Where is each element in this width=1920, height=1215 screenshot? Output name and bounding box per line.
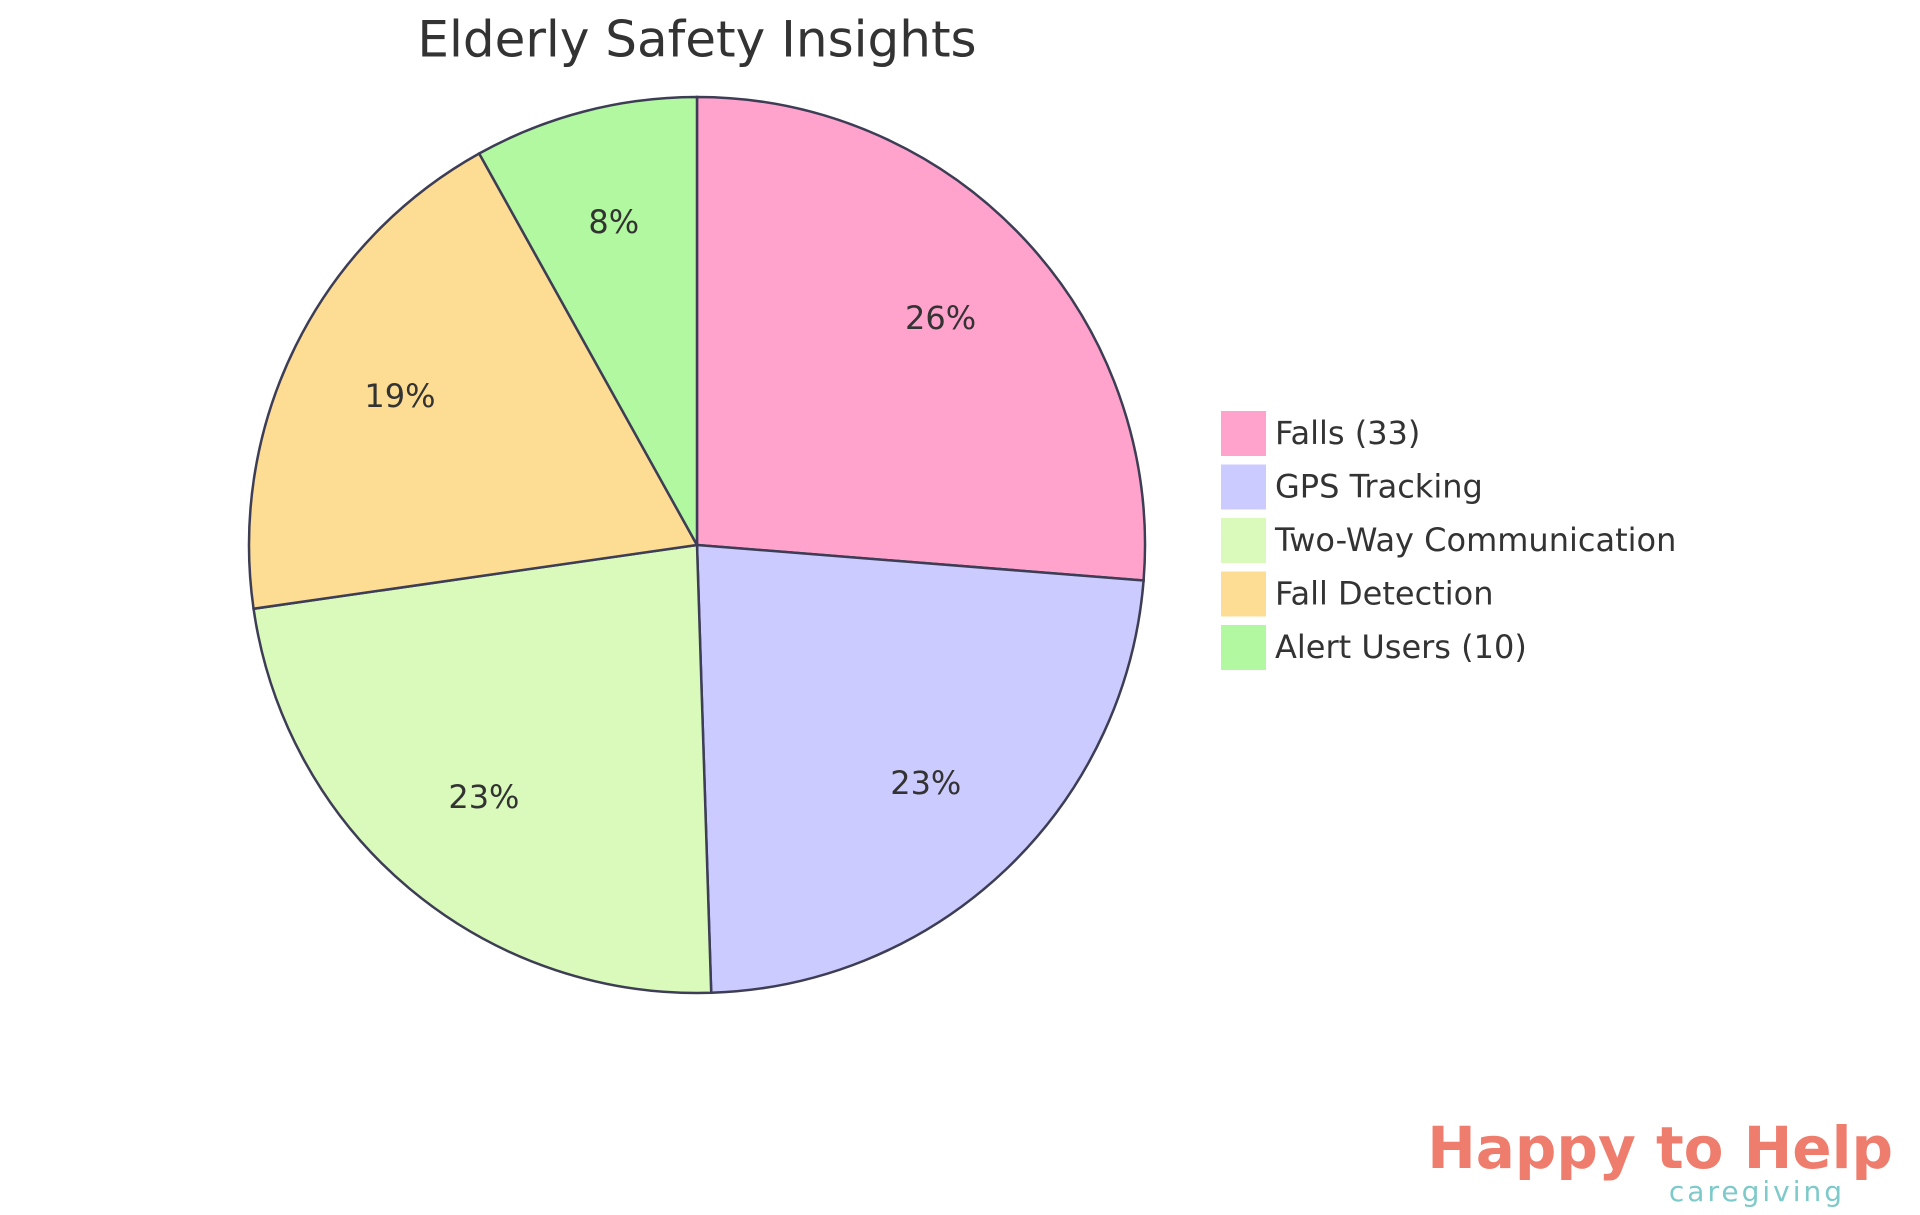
slice-label: 23% bbox=[448, 778, 519, 816]
pie-slice bbox=[695, 95, 1147, 582]
legend-swatch bbox=[1221, 518, 1266, 563]
chart-title: Elderly Safety Insights bbox=[417, 11, 976, 69]
logo-tagline: caregiving bbox=[1669, 1175, 1845, 1208]
legend-swatch bbox=[1221, 571, 1266, 617]
legend-swatch bbox=[1221, 464, 1266, 510]
legend-label: Two-Way Communication bbox=[1274, 521, 1676, 559]
pie-slice bbox=[695, 543, 1145, 995]
pie-slice bbox=[477, 95, 699, 550]
legend-label: Falls (33) bbox=[1275, 414, 1420, 452]
slice-label: 26% bbox=[905, 299, 976, 337]
legend-swatch bbox=[1221, 411, 1266, 456]
legend-label: Alert Users (10) bbox=[1275, 628, 1527, 666]
slice-label: 19% bbox=[364, 377, 435, 415]
legend-swatch bbox=[1221, 625, 1266, 670]
legend-label: Fall Detection bbox=[1275, 575, 1493, 613]
logo-name: Happy to Help bbox=[1427, 1114, 1893, 1182]
slice-label: 8% bbox=[588, 203, 639, 241]
pie-slice bbox=[247, 151, 699, 611]
slice-label: 23% bbox=[890, 764, 961, 802]
pie-slice bbox=[252, 543, 713, 995]
legend-label: GPS Tracking bbox=[1275, 468, 1483, 506]
